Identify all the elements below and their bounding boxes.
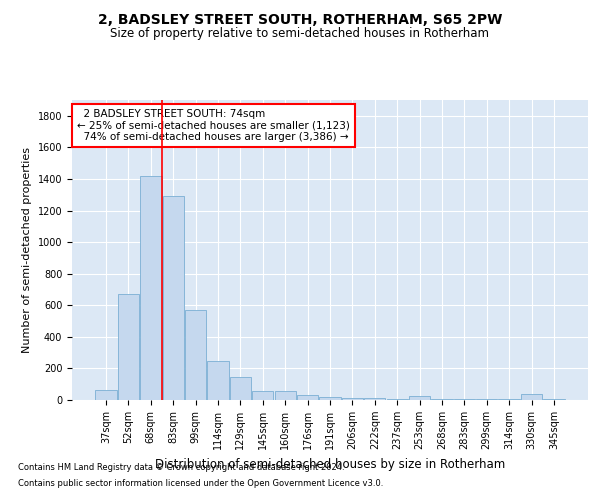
Bar — [185, 310, 206, 400]
Bar — [140, 176, 161, 400]
Bar — [163, 196, 184, 400]
Bar — [543, 399, 565, 400]
Bar — [409, 396, 430, 400]
Bar — [454, 399, 475, 400]
Bar — [118, 294, 139, 400]
Bar — [95, 390, 117, 400]
Bar — [297, 396, 318, 400]
Bar — [342, 398, 363, 400]
Bar — [499, 399, 520, 400]
Text: 2, BADSLEY STREET SOUTH, ROTHERHAM, S65 2PW: 2, BADSLEY STREET SOUTH, ROTHERHAM, S65 … — [98, 12, 502, 26]
Text: Size of property relative to semi-detached houses in Rotherham: Size of property relative to semi-detach… — [110, 28, 490, 40]
Bar — [230, 377, 251, 400]
Bar — [364, 398, 385, 400]
Bar — [431, 399, 452, 400]
Bar — [252, 390, 274, 400]
Text: Contains public sector information licensed under the Open Government Licence v3: Contains public sector information licen… — [18, 478, 383, 488]
Y-axis label: Number of semi-detached properties: Number of semi-detached properties — [22, 147, 32, 353]
Bar — [319, 397, 341, 400]
Bar — [521, 394, 542, 400]
Bar — [208, 360, 229, 400]
Bar — [476, 399, 497, 400]
Text: 2 BADSLEY STREET SOUTH: 74sqm
← 25% of semi-detached houses are smaller (1,123)
: 2 BADSLEY STREET SOUTH: 74sqm ← 25% of s… — [77, 109, 350, 142]
Text: Contains HM Land Registry data © Crown copyright and database right 2024.: Contains HM Land Registry data © Crown c… — [18, 464, 344, 472]
Bar — [386, 398, 408, 400]
Bar — [275, 392, 296, 400]
X-axis label: Distribution of semi-detached houses by size in Rotherham: Distribution of semi-detached houses by … — [155, 458, 505, 470]
